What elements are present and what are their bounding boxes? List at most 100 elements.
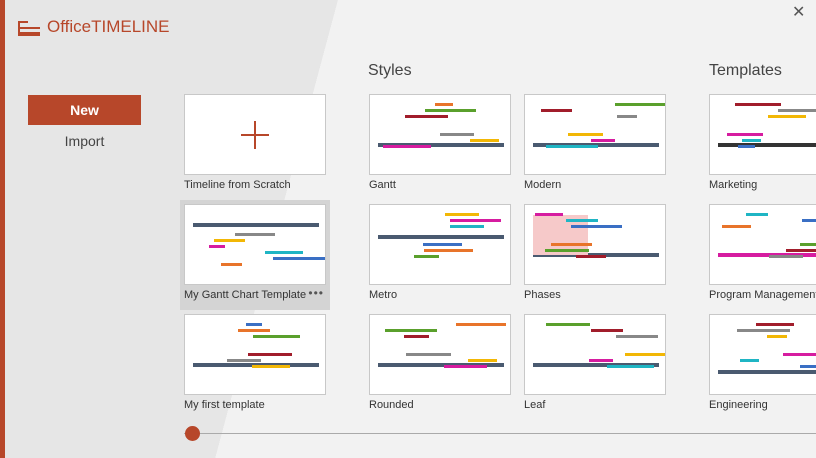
task-bar xyxy=(468,359,498,362)
task-bar xyxy=(251,365,291,368)
task-bar xyxy=(469,139,500,142)
timeline-band xyxy=(718,370,816,374)
template-thumbnail xyxy=(369,204,511,285)
task-bar xyxy=(535,213,564,216)
office-timeline-logo: Office TIMELINE xyxy=(18,17,170,37)
task-bar xyxy=(568,133,604,136)
template-card-modern[interactable]: Modern xyxy=(520,90,670,200)
task-bar xyxy=(425,109,476,112)
task-bar xyxy=(449,225,484,228)
task-bar xyxy=(413,255,440,258)
scroll-slider-knob[interactable] xyxy=(185,426,200,441)
template-label: Gantt xyxy=(369,179,396,191)
template-card-first[interactable]: My first template xyxy=(180,310,330,420)
timeline-band xyxy=(533,363,659,367)
task-bar xyxy=(248,353,292,356)
task-bar xyxy=(783,353,816,356)
template-card-rounded[interactable]: Rounded xyxy=(365,310,515,420)
task-bar xyxy=(722,225,752,228)
template-card-metro[interactable]: Metro xyxy=(365,200,515,310)
timeline-band xyxy=(193,223,319,227)
new-button[interactable]: New xyxy=(28,95,141,125)
task-bar xyxy=(624,353,665,356)
task-bar xyxy=(404,335,430,338)
task-bar xyxy=(235,233,276,236)
task-bar xyxy=(264,251,303,254)
task-bar xyxy=(740,359,760,362)
task-bar xyxy=(766,335,787,338)
task-bar xyxy=(737,329,790,332)
template-label: Leaf xyxy=(524,399,546,411)
task-bar xyxy=(607,365,655,368)
template-card-scratch[interactable]: Timeline from Scratch xyxy=(180,90,330,200)
timeline-band xyxy=(378,235,504,239)
task-bar xyxy=(767,115,806,118)
plus-icon xyxy=(241,121,269,149)
close-icon[interactable]: ✕ xyxy=(792,4,806,21)
task-bar xyxy=(738,145,756,148)
template-thumbnail xyxy=(369,314,511,395)
template-card-engineering[interactable]: Engineering xyxy=(705,310,816,420)
task-bar xyxy=(245,323,262,326)
template-label: Engineering xyxy=(709,399,768,411)
task-bar xyxy=(434,103,453,106)
task-bar xyxy=(227,359,262,362)
template-card-gantt[interactable]: Gantt xyxy=(365,90,515,200)
timeline-band xyxy=(718,253,816,257)
task-bar xyxy=(756,323,795,326)
task-bar xyxy=(449,219,502,222)
task-bar xyxy=(545,323,591,326)
task-bar xyxy=(253,335,301,338)
task-bar xyxy=(571,225,623,228)
scroll-slider-track[interactable] xyxy=(184,433,816,434)
template-card-marketing[interactable]: Marketing xyxy=(705,90,816,200)
timeline-band xyxy=(378,363,504,367)
task-bar xyxy=(439,133,474,136)
template-thumbnail xyxy=(524,94,666,175)
template-thumbnail xyxy=(184,314,326,395)
task-bar xyxy=(590,329,624,332)
timeline-band xyxy=(718,143,816,147)
template-card-gantt2[interactable]: My Gantt Chart Template ••• xyxy=(180,200,330,310)
task-bar xyxy=(590,139,616,142)
accent-stripe xyxy=(0,0,5,458)
task-bar xyxy=(406,353,452,356)
template-thumbnail xyxy=(709,314,816,395)
template-card-program[interactable]: Program Management xyxy=(705,200,816,310)
template-label: Program Management xyxy=(709,289,816,301)
styles-heading: Styles xyxy=(368,62,412,79)
template-label: Rounded xyxy=(369,399,414,411)
logo-icon xyxy=(18,19,40,36)
template-label: Marketing xyxy=(709,179,758,191)
task-bar xyxy=(424,249,474,252)
task-bar xyxy=(455,323,507,326)
task-bar xyxy=(777,109,816,112)
task-bar xyxy=(615,103,665,106)
template-thumbnail xyxy=(184,204,326,285)
template-thumbnail xyxy=(369,94,511,175)
template-label: My first template xyxy=(184,399,265,411)
template-card-phases[interactable]: Phases xyxy=(520,200,670,310)
template-label: Metro xyxy=(369,289,398,301)
task-bar xyxy=(384,329,437,332)
task-bar xyxy=(616,115,638,118)
template-thumbnail xyxy=(709,94,816,175)
task-bar xyxy=(742,139,762,142)
task-bar xyxy=(735,103,781,106)
task-bar xyxy=(769,255,804,258)
task-bar xyxy=(208,245,225,248)
timeline-band xyxy=(378,143,504,147)
task-bar xyxy=(221,263,243,266)
templates-heading: Templates xyxy=(709,62,782,79)
task-bar xyxy=(802,219,816,222)
template-label: Modern xyxy=(524,179,562,191)
template-label: Phases xyxy=(524,289,561,301)
template-thumbnail xyxy=(184,94,326,175)
logo-text-timeline: TIMELINE xyxy=(91,17,170,36)
task-bar xyxy=(576,255,607,258)
task-bar xyxy=(444,365,488,368)
more-options-icon[interactable]: ••• xyxy=(308,286,324,300)
template-card-leaf[interactable]: Leaf xyxy=(520,310,670,420)
import-button[interactable]: Import xyxy=(64,133,105,149)
task-bar xyxy=(383,145,432,148)
